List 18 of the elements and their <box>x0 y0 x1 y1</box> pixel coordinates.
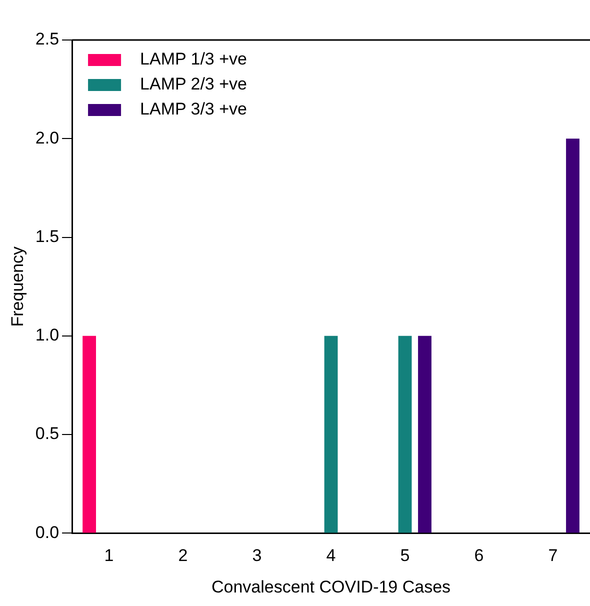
y-tick-label: 1.5 <box>35 226 60 246</box>
y-tick-label: 0.0 <box>35 522 60 542</box>
y-tick-label: 2.0 <box>35 128 60 148</box>
y-axis-title: Frequency <box>8 246 27 327</box>
x-axis-title: Convalescent COVID-19 Cases <box>211 577 451 596</box>
x-tick-label: 2 <box>178 546 188 566</box>
x-tick-label: 4 <box>326 546 336 566</box>
x-tick-label: 7 <box>548 546 558 566</box>
x-tick-label: 3 <box>252 546 262 566</box>
y-tick-label: 2.5 <box>35 30 60 49</box>
x-tick-label: 6 <box>474 546 484 566</box>
x-tick-label: 5 <box>400 546 410 566</box>
x-tick-label: 1 <box>104 546 114 566</box>
legend-label: LAMP 1/3 +ve <box>140 50 247 69</box>
y-tick-label: 1.0 <box>35 326 60 345</box>
legend-label: LAMP 2/3 +ve <box>140 74 247 94</box>
legend-label: LAMP 3/3 +ve <box>140 100 247 119</box>
y-tick-label: 0.5 <box>35 424 60 444</box>
